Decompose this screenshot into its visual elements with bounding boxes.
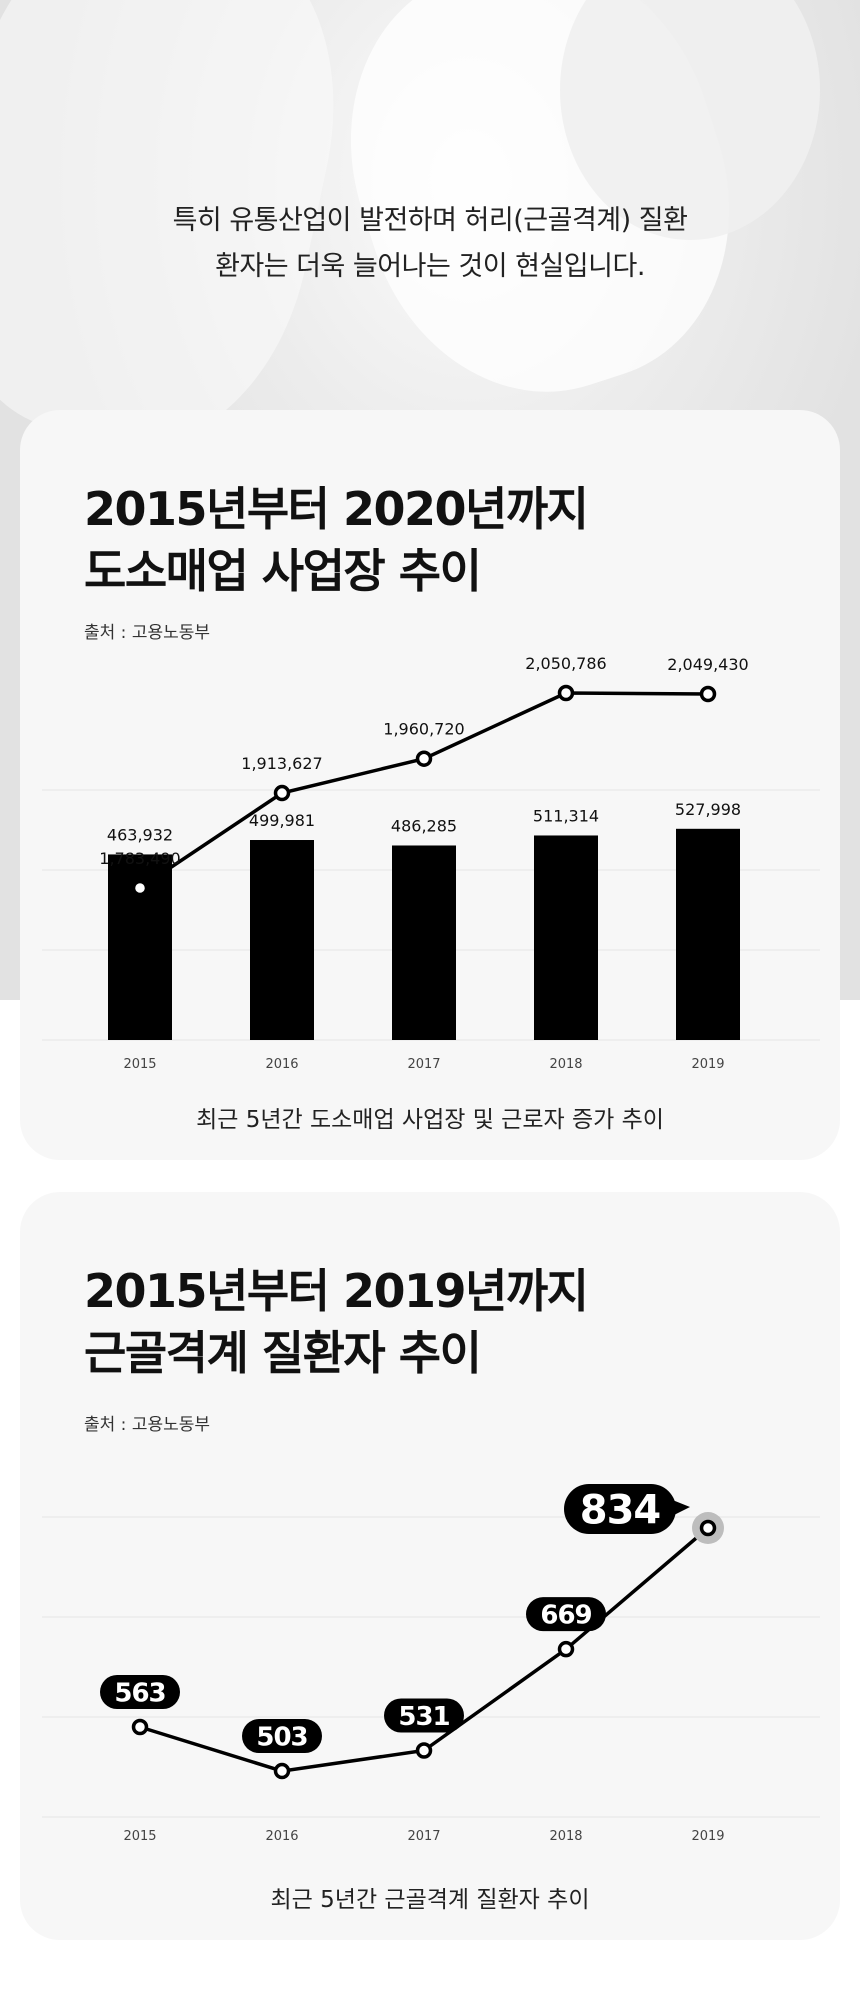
retail-workplace-card: 2015년부터 2020년까지 도소매업 사업장 추이 출처 : 고용노동부 4… [20, 410, 840, 1160]
line-point-2016 [273, 784, 291, 802]
bar-value-label: 499,981 [249, 811, 315, 830]
line-point-2016 [273, 1762, 291, 1780]
line-point-2017 [415, 750, 433, 767]
line-point-2018 [557, 1640, 575, 1658]
card-title-line-1: 2015년부터 2020년까지 [84, 482, 589, 536]
hero-text: 특히 유통산업이 발전하며 허리(근골격계) 질환 환자는 더욱 늘어나는 것이… [0, 198, 860, 290]
x-tick-label: 2017 [407, 1057, 440, 1072]
line-value-label: 1,960,720 [383, 720, 464, 739]
x-tick-label: 2019 [691, 1829, 724, 1844]
value-label: 834 [580, 1487, 661, 1533]
value-bubble [564, 1484, 676, 1534]
x-tick-label: 2017 [407, 1829, 440, 1844]
bar-value-label: 511,314 [533, 806, 599, 825]
line-point-2017 [415, 1742, 433, 1759]
source-note: 출처 : 고용노동부 [84, 1415, 211, 1435]
value-label: 503 [256, 1722, 307, 1752]
x-tick-label: 2016 [265, 1829, 298, 1844]
line-point-2019 [699, 685, 717, 703]
card-title: 2015년부터 2019년까지 근골격계 질환자 추이 [84, 1260, 589, 1384]
value-label: 531 [398, 1702, 449, 1732]
bar-2019 [676, 828, 740, 1040]
x-tick-label: 2015 [123, 1829, 156, 1844]
line-value-label: 2,049,430 [667, 655, 748, 674]
line-point-2015 [131, 1718, 149, 1736]
value-bubble [100, 1675, 180, 1709]
retail-workplace-chart: 463,932 499,981 486,285 511,314 527,998 1,783… [42, 654, 820, 1072]
hero-line-1: 특히 유통산업이 발전하며 허리(근골격계) 질환 [172, 205, 688, 236]
value-label: 563 [114, 1678, 165, 1708]
card-title: 2015년부터 2020년까지 도소매업 사업장 추이 [84, 478, 589, 602]
msd-patient-chart: 563 503 531 669 834 2015 2016 2017 2018 2019 [42, 1484, 820, 1844]
value-bubble [242, 1719, 322, 1754]
line-value-label: 1,783,490 [99, 849, 180, 868]
bar-value-label: 527,998 [675, 800, 741, 819]
x-tick-label: 2015 [123, 1057, 156, 1072]
card-title-line-1: 2015년부터 2019년까지 [84, 1264, 589, 1318]
line-point-2019 [699, 1519, 717, 1537]
hero-photo-shoulder [560, 0, 820, 240]
patients-line [139, 1526, 710, 1773]
line-value-label: 2,050,786 [525, 654, 606, 673]
source-note: 출처 : 고용노동부 [84, 623, 211, 643]
card-title-line-2: 도소매업 사업장 추이 [84, 544, 482, 598]
value-bubble [384, 1698, 464, 1733]
card-title-line-2: 근골격계 질환자 추이 [84, 1326, 482, 1380]
bar-2017 [392, 845, 456, 1040]
line-point-2015 [131, 879, 149, 897]
line-point-2018 [557, 684, 575, 702]
bar-2018 [534, 835, 598, 1040]
hero-line-2: 환자는 더욱 늘어나는 것이 현실입니다. [215, 251, 645, 282]
bar-value-label: 486,285 [391, 816, 457, 835]
value-label: 669 [540, 1601, 591, 1631]
x-tick-label: 2018 [549, 1829, 582, 1844]
bar-value-label: 463,932 [107, 825, 173, 844]
x-tick-label: 2016 [265, 1057, 298, 1072]
chart-caption: 최근 5년간 근골격계 질환자 추이 [270, 1887, 590, 1913]
msd-patient-card: 2015년부터 2019년까지 근골격계 질환자 추이 출처 : 고용노동부 5… [20, 1192, 840, 1940]
x-tick-label: 2019 [691, 1057, 724, 1072]
line-value-label: 1,913,627 [241, 754, 322, 773]
value-bubble [526, 1597, 606, 1632]
chart-caption: 최근 5년간 도소매업 사업장 및 근로자 증가 추이 [196, 1107, 664, 1133]
bar-2016 [250, 840, 314, 1040]
x-tick-label: 2018 [549, 1057, 582, 1072]
